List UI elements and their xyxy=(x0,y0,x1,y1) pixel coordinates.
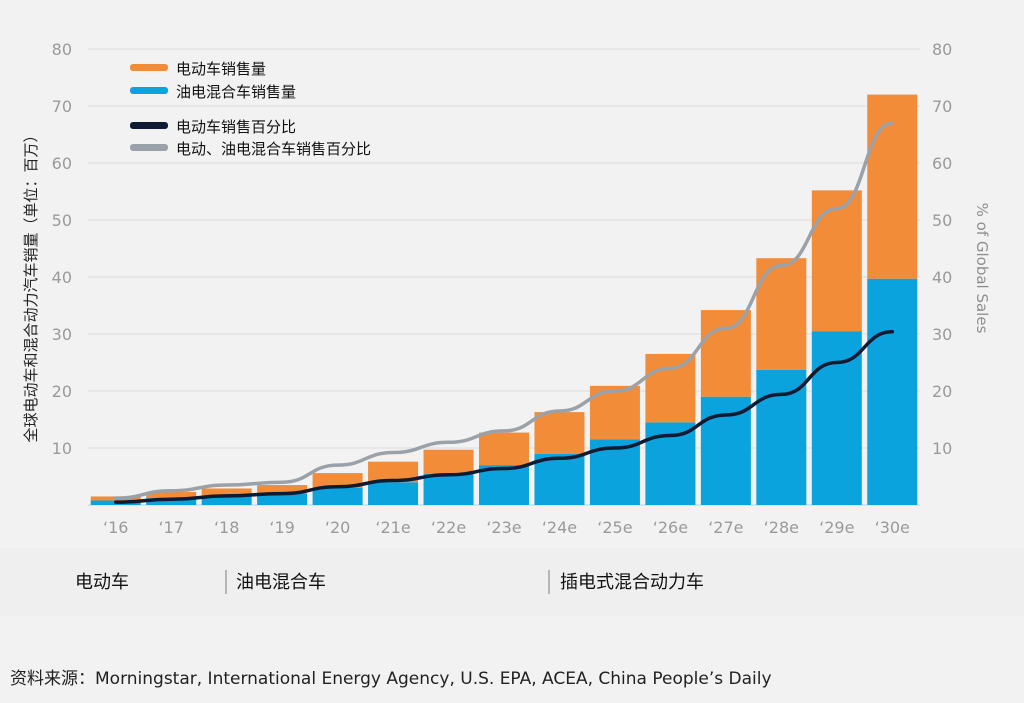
category-label-phev: 插电式混合动力车 xyxy=(560,572,704,593)
legend-swatch xyxy=(130,87,168,94)
y-tick-label-left: 70 xyxy=(52,97,72,116)
x-tick-label: ‘16 xyxy=(103,518,128,537)
category-band xyxy=(0,548,1024,616)
x-tick-label: ‘22e xyxy=(431,518,466,537)
legend-swatch xyxy=(130,64,168,71)
x-axis-ticks: ‘16 ‘17 ‘18 ‘19 ‘20 ‘21e ‘22e ‘23e ‘24e ‘25e ‘26e ‘… xyxy=(103,518,910,537)
bar-segment xyxy=(534,453,585,505)
y-tick-label-right: 60 xyxy=(932,154,952,173)
bar-segment xyxy=(479,432,529,466)
bar-segment xyxy=(867,278,918,505)
bar-segment xyxy=(534,412,585,454)
legend-swatch xyxy=(130,122,168,129)
x-tick-label: ‘20 xyxy=(325,518,350,537)
legend-label: 电动车销售量 xyxy=(176,60,266,78)
y-tick-label-right: 20 xyxy=(932,382,952,401)
category-divider-2 xyxy=(548,570,550,594)
y-tick-label-left: 10 xyxy=(52,439,72,458)
y-axis-label-left: 全球电动车和混合动力汽车销量（单位：百万） xyxy=(22,127,40,442)
bar-segment xyxy=(867,94,918,279)
y-tick-label-left: 40 xyxy=(52,268,72,287)
sales-chart: 10 20 30 40 50 60 70 80 10 20 30 40 50 60 70 80 ‘16 ‘17… xyxy=(22,40,991,537)
bar-segment xyxy=(811,331,862,505)
y-tick-label-right: 50 xyxy=(932,211,952,230)
x-tick-label: ‘24e xyxy=(542,518,577,537)
category-label-ev: 电动车 xyxy=(75,572,129,593)
x-tick-label: ‘17 xyxy=(158,518,183,537)
right-axis-ticks: 10 20 30 40 50 60 70 80 xyxy=(932,40,952,458)
bar-segment xyxy=(146,498,197,505)
bar-segment xyxy=(756,369,807,505)
bars xyxy=(90,94,918,505)
y-tick-label-right: 30 xyxy=(932,325,952,344)
bar-segment xyxy=(811,190,862,332)
bar-segment xyxy=(645,353,696,423)
x-tick-label: ‘23e xyxy=(486,518,521,537)
bar-segment xyxy=(368,482,419,505)
x-tick-label: ‘26e xyxy=(653,518,688,537)
category-label-hybrid: 油电混合车 xyxy=(236,572,326,593)
bar-segment xyxy=(201,488,252,496)
x-tick-label: ‘25e xyxy=(597,518,632,537)
legend-label: 电动、油电混合车销售百分比 xyxy=(176,140,371,158)
x-tick-label: ‘30e xyxy=(875,518,910,537)
x-tick-label: ‘18 xyxy=(214,518,239,537)
lines xyxy=(113,121,895,504)
y-tick-label-left: 50 xyxy=(52,211,72,230)
y-tick-label-left: 80 xyxy=(52,40,72,59)
x-tick-label: ‘29e xyxy=(819,518,854,537)
bar-segment xyxy=(479,465,529,505)
bar-segment xyxy=(257,493,308,505)
x-tick-label: ‘21e xyxy=(375,518,410,537)
bar-segment xyxy=(201,495,252,505)
y-tick-label-right: 10 xyxy=(932,439,952,458)
y-tick-label-right: 70 xyxy=(932,97,952,116)
x-tick-label: ‘27e xyxy=(708,518,743,537)
bar-segment xyxy=(700,310,751,397)
y-tick-label-right: 80 xyxy=(932,40,952,59)
legend-swatch xyxy=(130,144,168,151)
x-tick-label: ‘19 xyxy=(269,518,294,537)
series-line xyxy=(113,329,895,504)
bar-segment xyxy=(368,461,419,483)
x-tick-label: ‘28e xyxy=(764,518,799,537)
bar-segment xyxy=(312,487,363,505)
bar-segment xyxy=(312,473,363,488)
legend-label: 电动车销售百分比 xyxy=(176,118,296,136)
bar-segment xyxy=(423,473,474,505)
y-axis-label-right: % of Global Sales xyxy=(973,203,991,334)
legend-label: 油电混合车销售量 xyxy=(176,83,296,101)
y-tick-label-left: 20 xyxy=(52,382,72,401)
left-axis-ticks: 10 20 30 40 50 60 70 80 xyxy=(52,40,72,458)
y-tick-label-left: 60 xyxy=(52,154,72,173)
category-divider-1 xyxy=(225,570,227,594)
source-footer: 资料来源：Morningstar, International Energy A… xyxy=(10,669,772,689)
bar-segment xyxy=(423,449,474,474)
y-tick-label-left: 30 xyxy=(52,325,72,344)
y-tick-label-right: 40 xyxy=(932,268,952,287)
series-line xyxy=(113,121,895,500)
bar-segment xyxy=(257,485,308,494)
bar-segment xyxy=(146,491,197,499)
